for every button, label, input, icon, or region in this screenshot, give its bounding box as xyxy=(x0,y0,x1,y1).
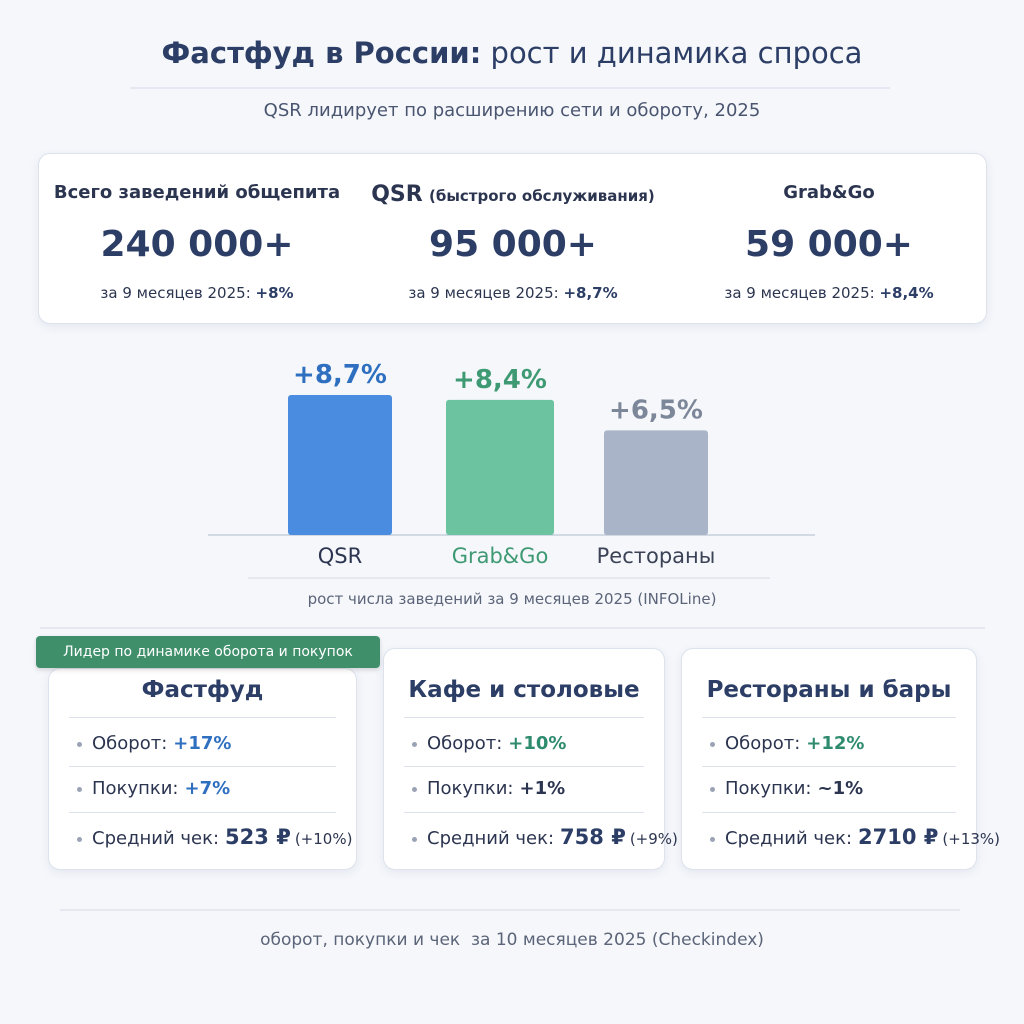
row-rule xyxy=(702,812,956,813)
row-label: Покупки: xyxy=(427,778,514,799)
bar xyxy=(446,399,554,535)
stat-column: Grab&Go 59 000+ за 9 месяцев 2025: +8,4% xyxy=(671,154,987,323)
segment-row: Оборот: +10% xyxy=(412,733,566,754)
row-rule xyxy=(69,766,336,767)
stat-label: Всего заведений общепита xyxy=(39,182,355,203)
row-rule xyxy=(702,717,956,718)
row-value: 758 ₽ xyxy=(560,825,626,849)
row-label: Покупки: xyxy=(92,778,179,799)
row-value: ~1% xyxy=(817,778,864,799)
segment-title: Фастфуд xyxy=(141,677,264,703)
row-value: 2710 ₽ xyxy=(858,825,939,849)
segment-row: Оборот: +17% xyxy=(77,733,231,754)
chart-caption: рост числа заведений за 9 месяцев 2025 (… xyxy=(307,590,717,608)
stat-label-main: Всего заведений общепита xyxy=(53,182,341,203)
row-value: 523 ₽ xyxy=(225,825,291,849)
row-rule xyxy=(404,717,644,718)
segment-card: Рестораны и бары Оборот: +12% Покупки: ~1% Ср… xyxy=(681,648,1000,870)
segment-row: Покупки: +1% xyxy=(412,778,565,799)
row-label: Средний чек: xyxy=(427,828,555,849)
stat-label: QSR (быстрого обслуживания) xyxy=(355,182,671,207)
row-label: Покупки: xyxy=(725,778,812,799)
bar xyxy=(604,430,708,535)
stat-value: 95 000+ xyxy=(429,224,597,265)
stat-label: Grab&Go xyxy=(671,182,987,203)
badge: Лидер по динамике оборота и покупок xyxy=(36,636,380,668)
category-label: Grab&Go xyxy=(452,544,549,568)
row-note: (+13%) xyxy=(942,830,1001,848)
category-label: Рестораны xyxy=(597,544,716,568)
stat-label-main: Grab&Go xyxy=(783,182,875,203)
row-value: +12% xyxy=(806,733,865,754)
segment-row: Средний чек: 2710 ₽ (+13%) xyxy=(710,825,1000,849)
segment-row: Покупки: ~1% xyxy=(710,778,863,799)
row-value: +1% xyxy=(519,778,566,799)
bar xyxy=(288,395,392,535)
title-rest: рост и динамика спроса xyxy=(490,36,863,70)
stat-period-text: за 9 месяцев 2025: xyxy=(408,284,559,302)
stats-card: Всего заведений общепита 240 000+ за 9 мес… xyxy=(38,153,987,324)
stat-change: +8,4% xyxy=(879,284,934,302)
segment-row: Покупки: +7% xyxy=(77,778,230,799)
stat-column: Всего заведений общепита 240 000+ за 9 мес… xyxy=(39,154,355,323)
title: Фастфуд в России: рост и динамика спроса xyxy=(0,36,1024,70)
row-rule xyxy=(702,766,956,767)
segment-title: Рестораны и бары xyxy=(706,677,952,703)
value-label: +8,7% xyxy=(293,360,387,390)
value-label: +6,5% xyxy=(609,395,703,425)
row-rule xyxy=(404,812,644,813)
row-label: Средний чек: xyxy=(92,828,220,849)
row-value: +10% xyxy=(508,733,567,754)
stat-change: +8% xyxy=(255,284,294,302)
stat-value: 240 000+ xyxy=(100,224,294,265)
row-rule xyxy=(404,766,644,767)
segment-row: Оборот: +12% xyxy=(710,733,864,754)
row-rule xyxy=(69,812,336,813)
row-note: (+10%) xyxy=(294,830,353,848)
row-note: (+9%) xyxy=(629,830,678,848)
row-label: Оборот: xyxy=(427,733,503,754)
stat-label-note: (быстрого обслуживания) xyxy=(429,187,655,205)
segment-row: Средний чек: 523 ₽ (+10%) xyxy=(77,825,352,849)
stat-period: за 9 месяцев 2025: +8% xyxy=(39,284,355,302)
row-label: Средний чек: xyxy=(725,828,853,849)
segments-caption: оборот, покупки и чек за 10 месяцев 2025… xyxy=(260,930,764,950)
row-value: +7% xyxy=(184,778,231,799)
value-label: +8,4% xyxy=(453,365,547,395)
stat-period: за 9 месяцев 2025: +8,7% xyxy=(355,284,671,302)
stat-period-text: за 9 месяцев 2025: xyxy=(724,284,875,302)
stat-label-main: QSR xyxy=(371,182,423,207)
row-value: +17% xyxy=(173,733,232,754)
stat-period-text: за 9 месяцев 2025: xyxy=(100,284,251,302)
segment-card: Фастфуд Оборот: +17% Покупки: +7% Средний чек… xyxy=(48,668,357,870)
segment-title: Кафе и столовые xyxy=(408,677,640,703)
row-label: Оборот: xyxy=(92,733,168,754)
stat-value: 59 000+ xyxy=(745,224,913,265)
category-label: QSR xyxy=(318,544,362,568)
segment-row: Средний чек: 758 ₽ (+9%) xyxy=(412,825,678,849)
stat-column: QSR (быстрого обслуживания) 95 000+ за 9 м… xyxy=(355,154,671,323)
row-rule xyxy=(69,717,336,718)
subtitle: QSR лидирует по расширению сети и оборот… xyxy=(263,100,761,121)
stat-period: за 9 месяцев 2025: +8,4% xyxy=(671,284,987,302)
segment-card: Кафе и столовые Оборот: +10% Покупки: +1% Сре… xyxy=(383,648,678,870)
title-bold: Фастфуд в России: xyxy=(161,36,482,70)
row-label: Оборот: xyxy=(725,733,801,754)
stat-change: +8,7% xyxy=(563,284,618,302)
